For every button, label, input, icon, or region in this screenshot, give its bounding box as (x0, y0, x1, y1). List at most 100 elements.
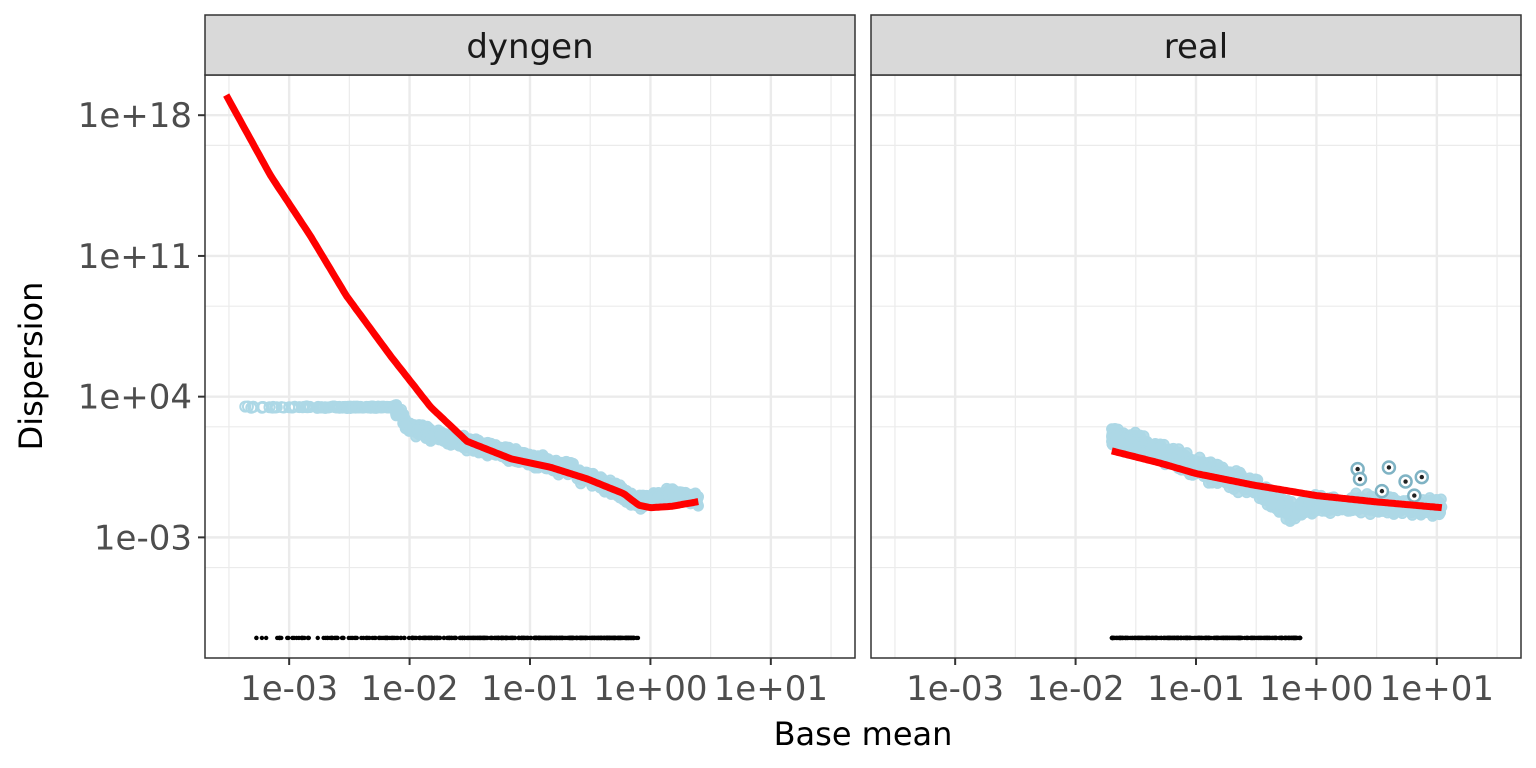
data-layer (223, 93, 704, 641)
y-tick-label: 1e+18 (78, 96, 192, 136)
final-point (631, 635, 637, 641)
final-point (1175, 635, 1181, 641)
final-point (383, 635, 388, 641)
final-point (1203, 635, 1208, 641)
final-point (441, 635, 447, 641)
gene-point (277, 401, 290, 414)
outlier-center (1357, 476, 1363, 482)
final-point (315, 635, 320, 641)
y-axis-title: Dispersion (12, 282, 50, 451)
x-tick-label: 1e-01 (1147, 669, 1245, 709)
final-point (458, 635, 463, 641)
final-point (325, 635, 330, 641)
final-point (1172, 635, 1178, 641)
final-point (254, 635, 259, 641)
gene-point (1280, 505, 1293, 518)
final-point (1123, 635, 1128, 641)
gene-point (256, 401, 269, 414)
gene-point (375, 400, 388, 413)
y-axis: 1e-03 1e+04 1e+11 1e+18 (78, 96, 205, 558)
final-point (1279, 635, 1285, 641)
x-tick-label: 1e-03 (240, 669, 338, 709)
gene-point (444, 439, 457, 451)
final-point (1223, 635, 1229, 641)
gene-point (510, 443, 522, 455)
final-point (628, 635, 633, 641)
gene-point (286, 401, 299, 414)
grid (871, 75, 1521, 658)
final-point (516, 635, 522, 641)
final-point (625, 635, 630, 641)
final-point (570, 635, 576, 641)
final-point (462, 635, 467, 641)
gene-point (1351, 502, 1364, 514)
gene-point (247, 400, 260, 413)
gene-point (1301, 497, 1314, 510)
final-point (417, 635, 422, 641)
gene-point (1297, 506, 1309, 518)
final-point (1188, 635, 1193, 641)
final-point (592, 635, 597, 641)
final-point (1274, 635, 1279, 641)
final-point (421, 635, 426, 641)
final-point (306, 635, 311, 641)
gene-point (391, 404, 404, 417)
gene-point (347, 400, 360, 413)
final-point (259, 635, 265, 641)
final-point (1282, 635, 1288, 641)
x-tick-label: 1e-01 (481, 669, 579, 709)
final-point (1256, 635, 1261, 641)
final-point (1217, 635, 1223, 641)
gene-point (269, 401, 282, 414)
final-point (1197, 635, 1202, 641)
gene-point (1267, 497, 1279, 510)
gene-point (263, 401, 276, 414)
gene-point (329, 401, 342, 414)
final-point (587, 635, 592, 641)
final-point (359, 635, 364, 641)
final-point (378, 635, 384, 641)
fit-line (1110, 447, 1444, 512)
gene-point (1146, 440, 1159, 452)
final-point (390, 635, 396, 641)
gene-point (652, 491, 664, 504)
final-point (329, 635, 334, 641)
x-tick-label: 1e+01 (1380, 669, 1494, 709)
data-layer (1106, 422, 1448, 641)
final-point (340, 635, 346, 641)
final-point (600, 635, 605, 641)
gene-point (314, 401, 327, 414)
gene-point (403, 422, 415, 435)
final-point (1137, 635, 1143, 641)
final-point (402, 635, 407, 641)
final-point (533, 635, 538, 641)
final-point (617, 635, 623, 641)
final-point (429, 635, 435, 641)
final-point (605, 635, 610, 641)
final-points (254, 635, 641, 641)
gene-point (1114, 435, 1126, 448)
gene-point (241, 400, 254, 413)
final-point (492, 635, 498, 641)
gene-point (672, 490, 684, 502)
final-point (1239, 635, 1245, 641)
final-point (277, 635, 282, 641)
final-point (496, 635, 501, 641)
final-point (1119, 635, 1125, 641)
final-point (580, 635, 586, 641)
outlier-center (1419, 474, 1424, 480)
final-point (373, 635, 378, 641)
final-point (510, 635, 515, 641)
final-point (471, 635, 476, 641)
y-tick-label: 1e+11 (78, 237, 192, 277)
y-tick-label: 1e-03 (94, 518, 192, 558)
final-point (551, 635, 556, 641)
final-point (398, 635, 403, 641)
outlier-center (1355, 466, 1360, 472)
final-point (410, 635, 415, 641)
final-point (348, 635, 354, 641)
final-point (635, 635, 641, 641)
final-point (263, 635, 269, 641)
